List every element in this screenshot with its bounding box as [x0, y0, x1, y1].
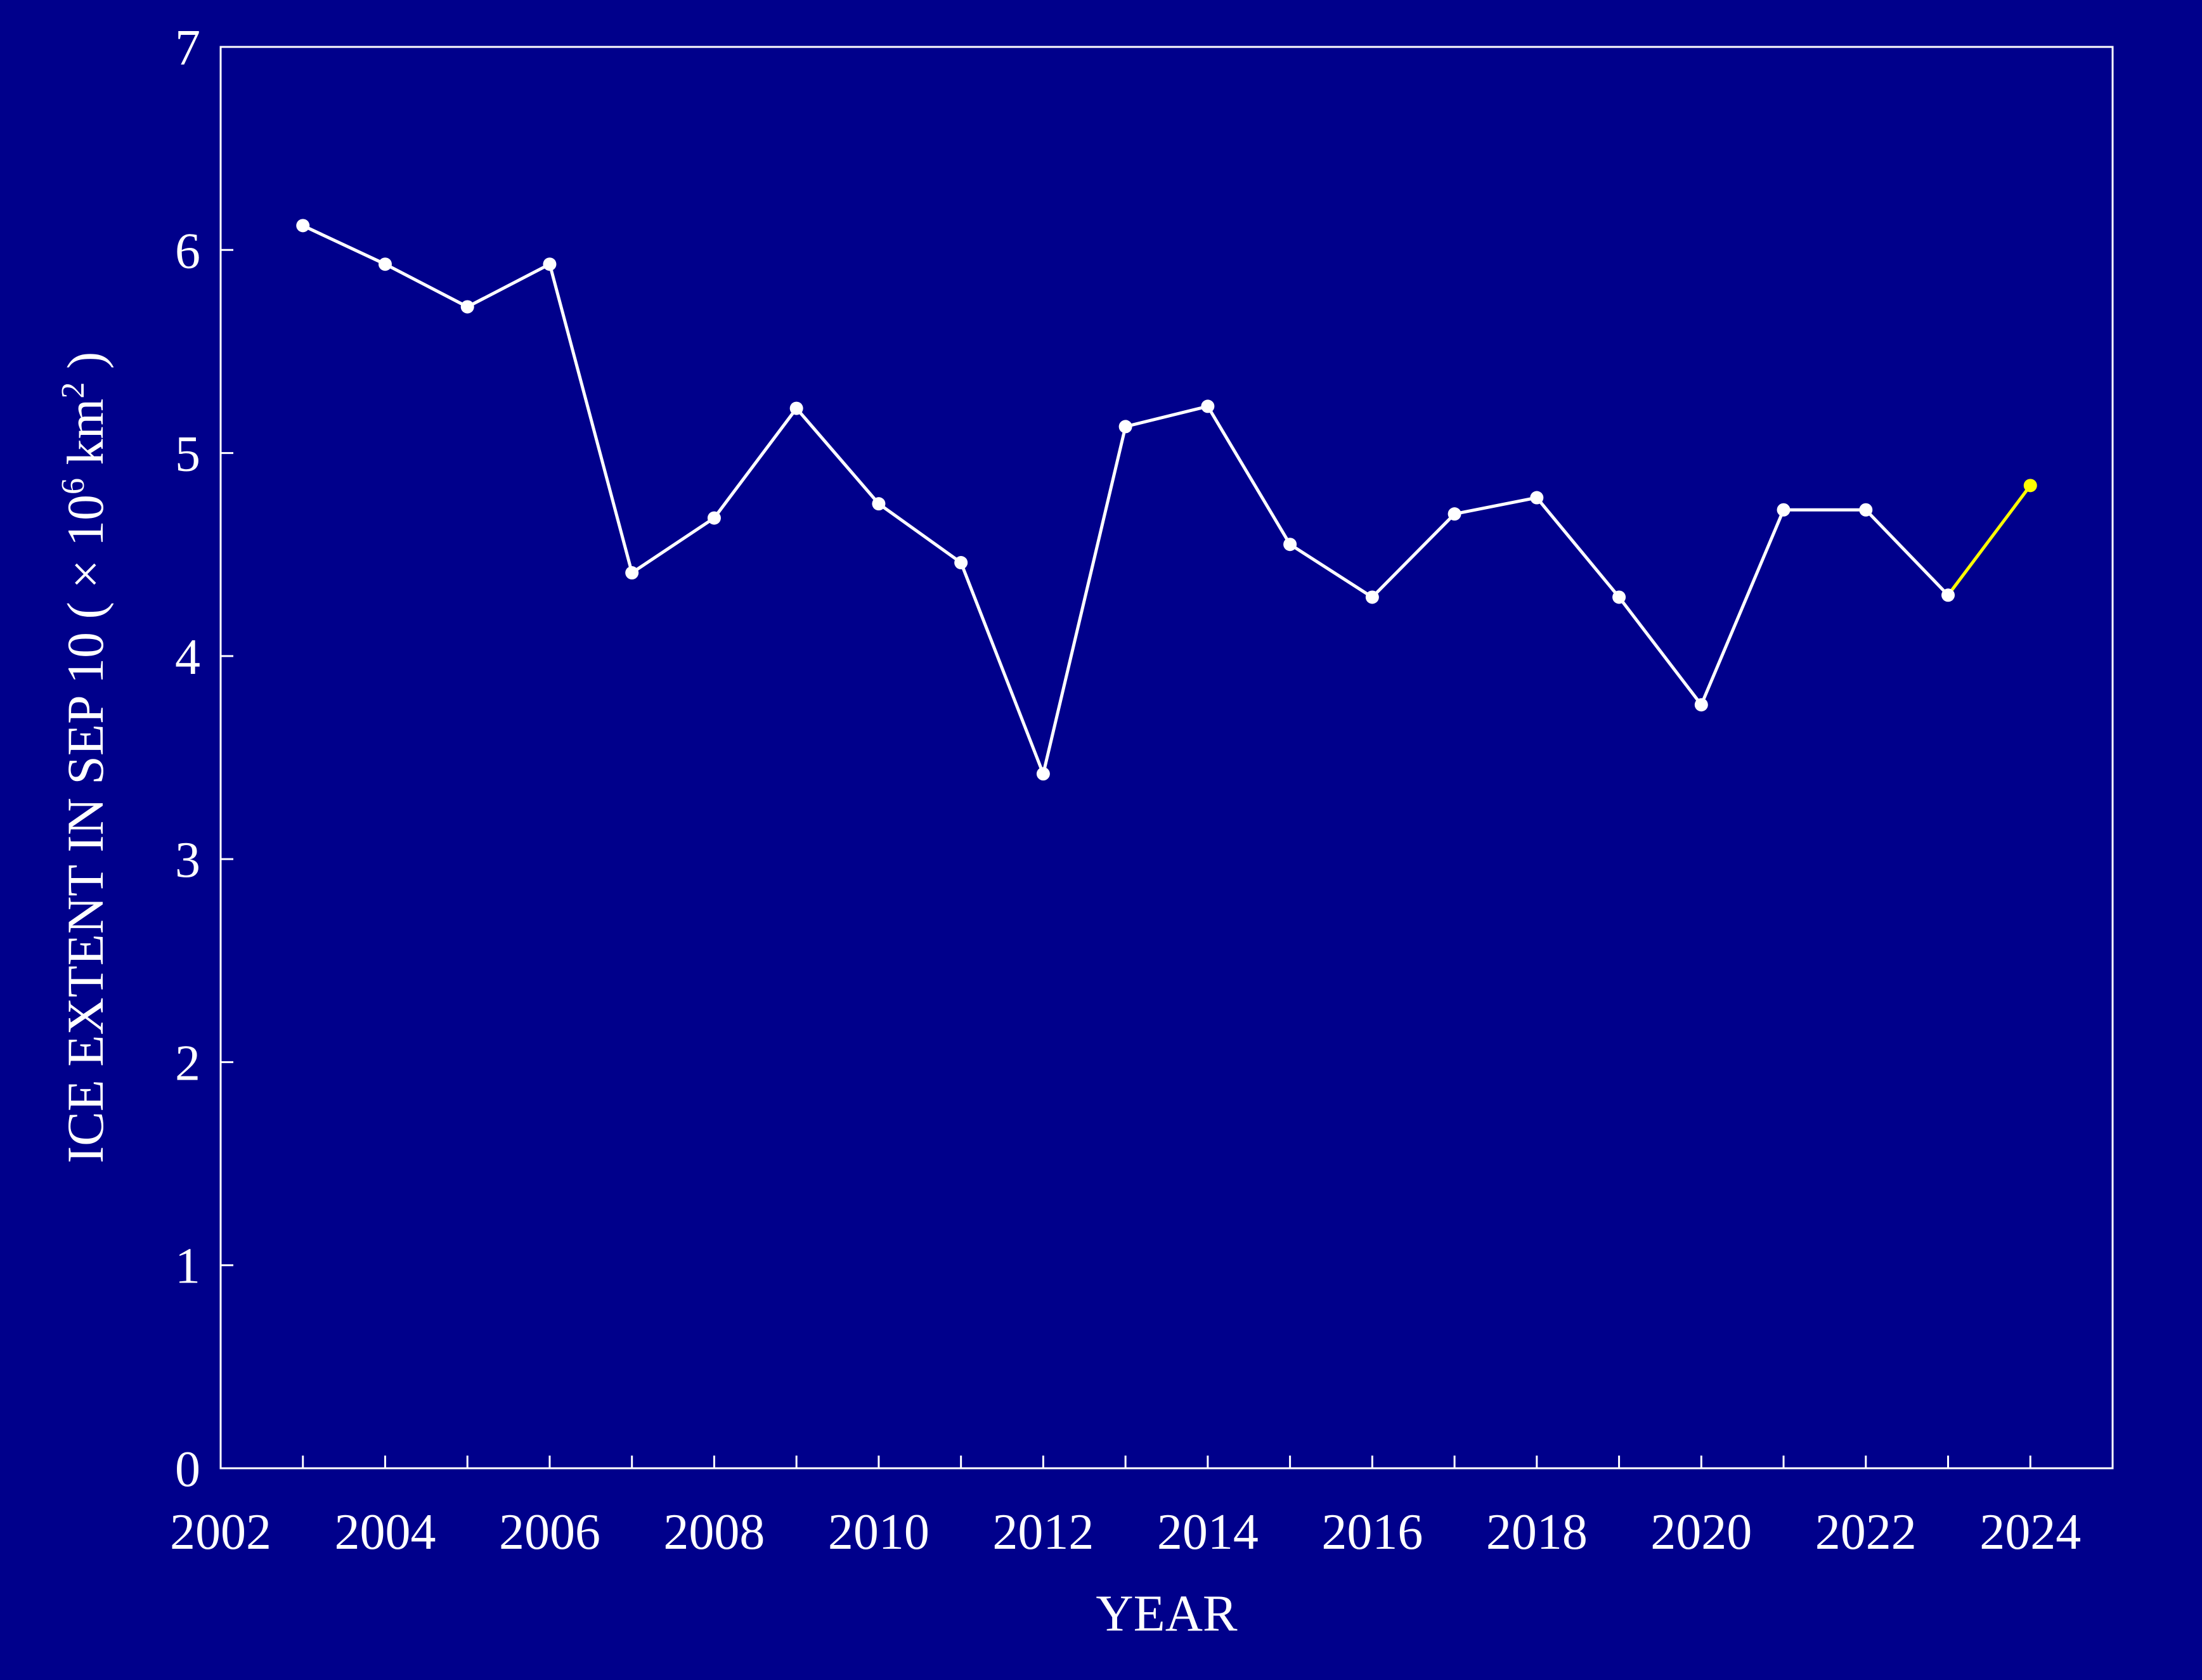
data-point-0-2003: [296, 219, 310, 233]
data-point-0-2020: [1694, 698, 1708, 712]
x-axis: 2002 2004 2006 2008 2010 2012 2014 2016 2018 2020…: [170, 1456, 2081, 1560]
x-tick-label-2008: 2008: [663, 1504, 765, 1560]
data-point-0-2018: [1530, 491, 1544, 505]
data-point-0-2005: [460, 300, 474, 314]
y-tick-label-0: 0: [175, 1442, 200, 1497]
data-point-0-2010: [872, 497, 886, 511]
y-tick-label-3: 3: [175, 832, 200, 888]
x-tick-label-2020: 2020: [1650, 1504, 1752, 1560]
data-point-0-2023: [1941, 588, 1955, 602]
data-point-0-2015: [1283, 538, 1297, 552]
data-point-0-2017: [1447, 507, 1461, 521]
x-tick-label-2018: 2018: [1486, 1504, 1588, 1560]
data-point-0-2007: [625, 566, 639, 580]
y-axis-label-unit: km: [56, 399, 114, 478]
y-axis-label-end: ): [56, 352, 114, 382]
data-point-0-2016: [1365, 590, 1379, 604]
data-point-0-2006: [543, 257, 557, 271]
y-tick-label-4: 4: [175, 630, 200, 685]
y-axis-label-sup-exponent: 6: [55, 478, 91, 494]
data-point-0-2021: [1777, 503, 1791, 517]
plot-frame: [219, 46, 2114, 1470]
y-axis: 0 1 2 3 4 5 6 7: [175, 20, 233, 1497]
y-tick-label-5: 5: [175, 427, 200, 482]
data-point-1-2024: [2023, 479, 2037, 493]
x-tick-label-2012: 2012: [992, 1504, 1094, 1560]
data-point-0-2013: [1118, 420, 1132, 434]
y-tick-label-6: 6: [175, 223, 200, 279]
y-tick-label-2: 2: [175, 1035, 200, 1091]
x-axis-label: YEAR: [1096, 1584, 1238, 1642]
x-tick-label-2004: 2004: [334, 1504, 436, 1560]
series-layer: [296, 219, 2037, 781]
series-line-0: [301, 224, 1950, 776]
data-point-0-2022: [1859, 503, 1873, 517]
x-tick-label-2014: 2014: [1157, 1504, 1259, 1560]
data-point-0-2008: [707, 511, 721, 525]
x-tick-label-2002: 2002: [170, 1504, 271, 1560]
data-point-0-2004: [378, 257, 392, 271]
x-tick-label-2010: 2010: [828, 1504, 929, 1560]
data-point-0-2019: [1612, 590, 1626, 604]
data-point-0-2011: [954, 556, 968, 570]
data-point-0-2012: [1036, 767, 1050, 781]
data-point-0-2009: [789, 401, 803, 415]
y-axis-label-main: ICE EXTENT IN SEP 10 ( × 10: [56, 494, 114, 1163]
data-point-0-2014: [1201, 399, 1215, 413]
y-tick-label-7: 7: [175, 20, 200, 76]
x-tick-label-2024: 2024: [1979, 1504, 2081, 1560]
x-tick-label-2016: 2016: [1321, 1504, 1423, 1560]
y-tick-label-1: 1: [175, 1239, 200, 1295]
series-line-1: [1946, 484, 2032, 597]
y-axis-label-sup-square: 2: [55, 382, 91, 399]
x-tick-label-2006: 2006: [499, 1504, 600, 1560]
x-tick-label-2022: 2022: [1815, 1504, 1917, 1560]
y-axis-label: ICE EXTENT IN SEP 10 ( × 106 km2 ): [55, 352, 114, 1163]
